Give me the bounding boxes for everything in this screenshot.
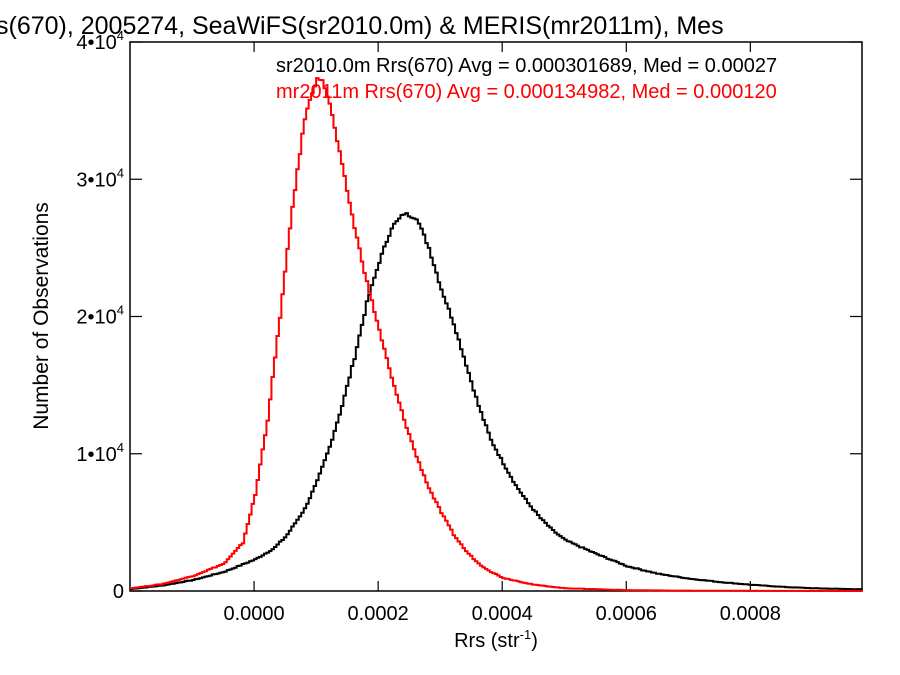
x-tick-label: 0.0006 [596,603,657,625]
y-tick-label: 4•104 [76,28,124,54]
y-tick-label: 1•104 [76,440,124,466]
x-tick-label: 0.0002 [348,603,409,625]
y-axis-ticks: 0 1•104 2•104 3•104 4•104 [76,28,862,603]
legend-entry-sr2010: sr2010.0m Rrs(670) Avg = 0.000301689, Me… [276,55,777,77]
y-tick-label: 3•104 [76,165,124,191]
x-axis-ticks: 0.0000 0.0002 0.0004 0.0006 0.0008 [223,42,781,625]
plot-frame [129,41,863,592]
series-layer [130,77,863,592]
legend-entry-mr2011: mr2011m Rrs(670) Avg = 0.000134982, Med … [276,81,777,103]
x-tick-label: 0.0008 [720,603,781,625]
y-tick-label: 0 [113,581,124,603]
series-line-0 [130,212,863,591]
series-line-1 [130,77,863,592]
x-tick-label: 0.0000 [223,603,284,625]
y-tick-label: 2•104 [76,303,124,329]
x-tick-label: 0.0004 [472,603,533,625]
y-axis-label: Number of Observations [30,202,53,430]
chart-title: s(670), 2005274, SeaWiFS(sr2010.0m) & ME… [0,12,724,40]
x-axis-label: Rrs (str-1) [454,627,538,652]
